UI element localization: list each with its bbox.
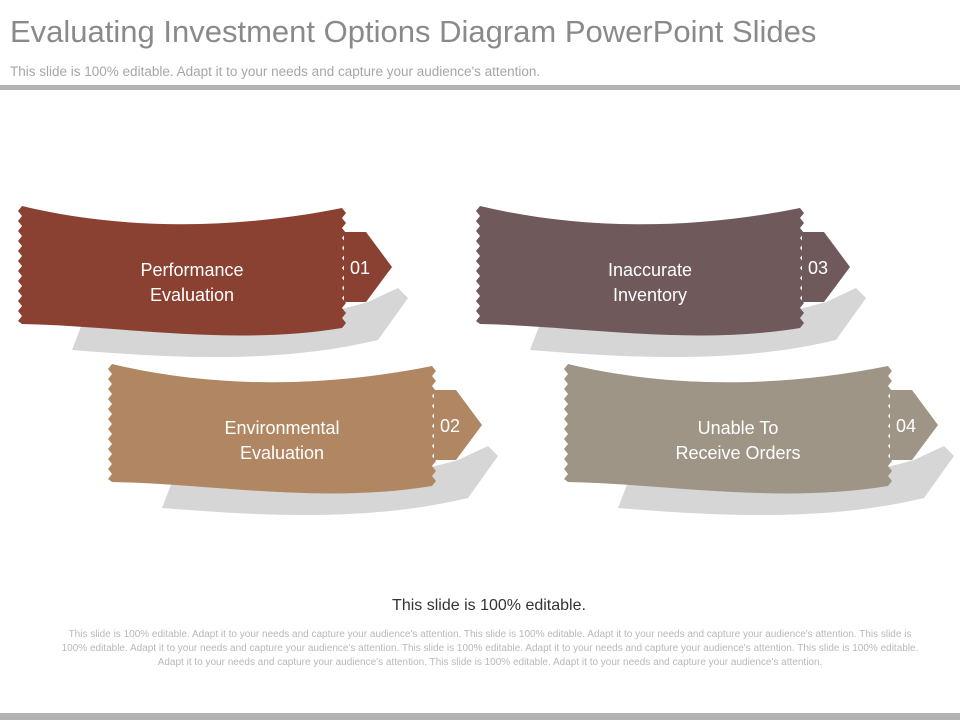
item-02-banner [108,364,498,516]
item-01-label: Performance Evaluation [140,260,244,305]
footer-divider [0,713,960,720]
item-03-ribbon [476,206,804,336]
item-03-number: 03 [807,258,829,278]
item-04-number: 04 [895,416,917,436]
item-02-shadow [162,446,498,516]
item-01-banner [18,206,408,358]
header-divider [0,85,960,90]
item-04-arrow-tab [890,390,938,460]
slide-subtitle: This slide is 100% editable. Adapt it to… [10,64,541,79]
item-02-ribbon [108,364,436,494]
item-03-banner [476,206,866,358]
item-01-arrow-tab [344,232,392,302]
item-02-number: 02 [439,416,461,436]
footer-body-text: This slide is 100% editable. Adapt it to… [61,629,919,668]
item-01-shadow [72,288,408,358]
item-04-shadow [618,446,954,516]
item-04-banner [564,364,954,516]
item-01-number: 01 [349,258,371,278]
item-02-label: Environmental Evaluation [224,418,340,463]
editable-note: This slide is 100% editable. [392,597,586,614]
slide-title: Evaluating Investment Options Diagram Po… [10,14,817,49]
item-02-arrow-tab [434,390,482,460]
item-01-ribbon [18,206,346,336]
item-03-label: Inaccurate Inventory [607,260,693,305]
item-04-ribbon [564,364,892,494]
item-03-shadow [530,288,866,358]
item-03-arrow-tab [802,232,850,302]
item-04-label: Unable To Receive Orders [675,418,801,463]
